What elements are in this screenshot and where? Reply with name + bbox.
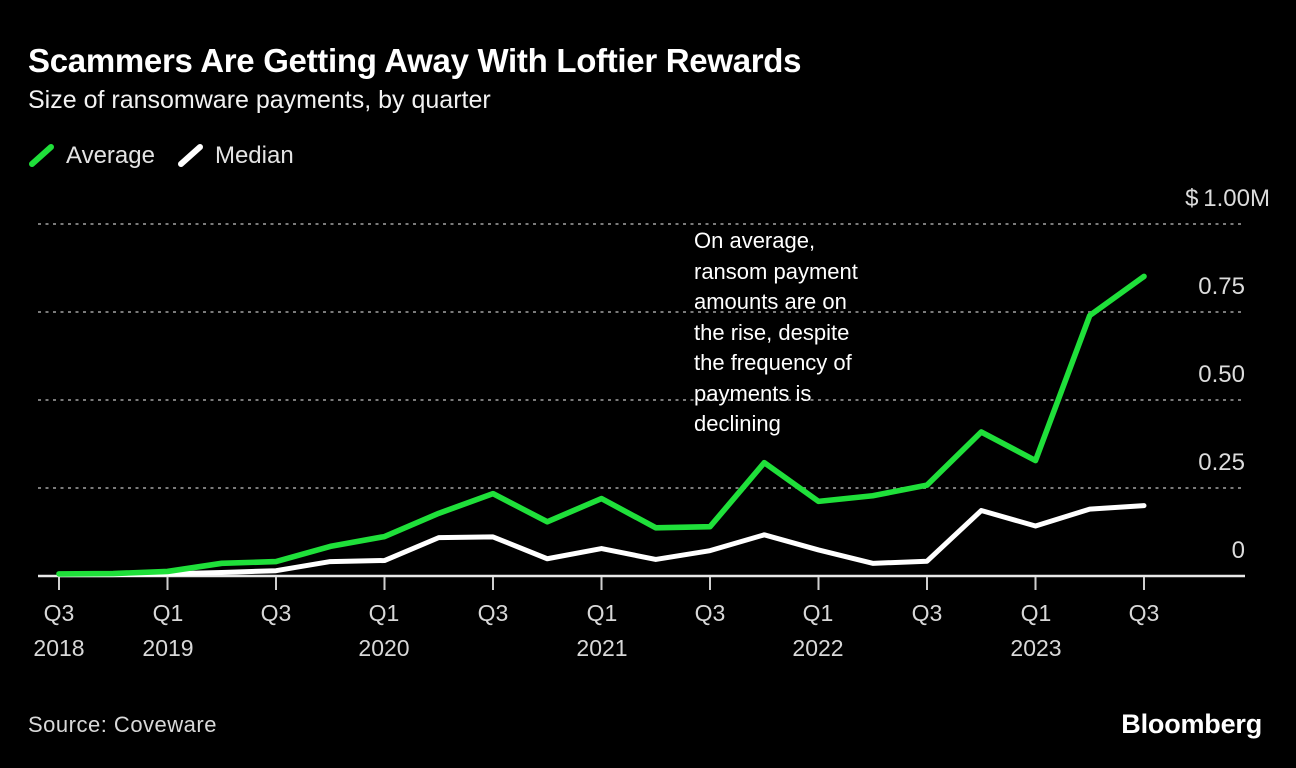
chart-annotation: On average, ransom payment amounts are o… [694,228,858,436]
legend-item-median: Median [177,142,294,170]
x-axis-label-q1-2021: Q1 2021 [576,600,628,661]
y-axis-label-025: 0.25 [1198,449,1245,476]
x-axis-label-q3-2020: Q3 [477,600,509,626]
page-title: Scammers Are Getting Away With Loftier R… [28,42,802,79]
median-line [56,503,1147,578]
y-axis-label-075: 0.75 [1198,273,1245,300]
x-axis-label-q3-2019: Q3 [260,600,292,626]
legend-label-average: Average [66,142,155,169]
source-label: Source: Coveware [28,712,217,737]
x-axis-label-q1-2022: Q1 2022 [792,600,844,661]
x-axis-label-q1-2019: Q1 2019 [142,600,194,661]
page-subtitle: Size of ransomware payments, by quarter [28,86,491,114]
average-line [56,273,1147,577]
median-line-swatch-icon [177,144,203,167]
bloomberg-logo: Bloomberg [1121,709,1262,739]
legend-label-median: Median [214,142,294,169]
legend-item-average: Average [28,142,155,170]
chart-legend: Average Median [28,142,294,170]
x-axis-label-q1-2023: Q1 2023 [1010,600,1062,661]
x-axis-label-q3-2022: Q3 [911,600,943,626]
x-axis-label-q3-2021: Q3 [694,600,726,626]
average-line-swatch-icon [29,144,54,167]
y-axis-label-1m: $ 1.00M [1185,185,1270,212]
y-axis-label-050: 0.50 [1198,361,1245,388]
x-axis-label-q3-2018: Q3 2018 [33,600,85,661]
y-axis-label-0: 0 [1231,537,1245,564]
x-axis-label-q3-2023: Q3 [1128,600,1160,626]
x-axis-label-q1-2020: Q1 2020 [358,600,410,661]
